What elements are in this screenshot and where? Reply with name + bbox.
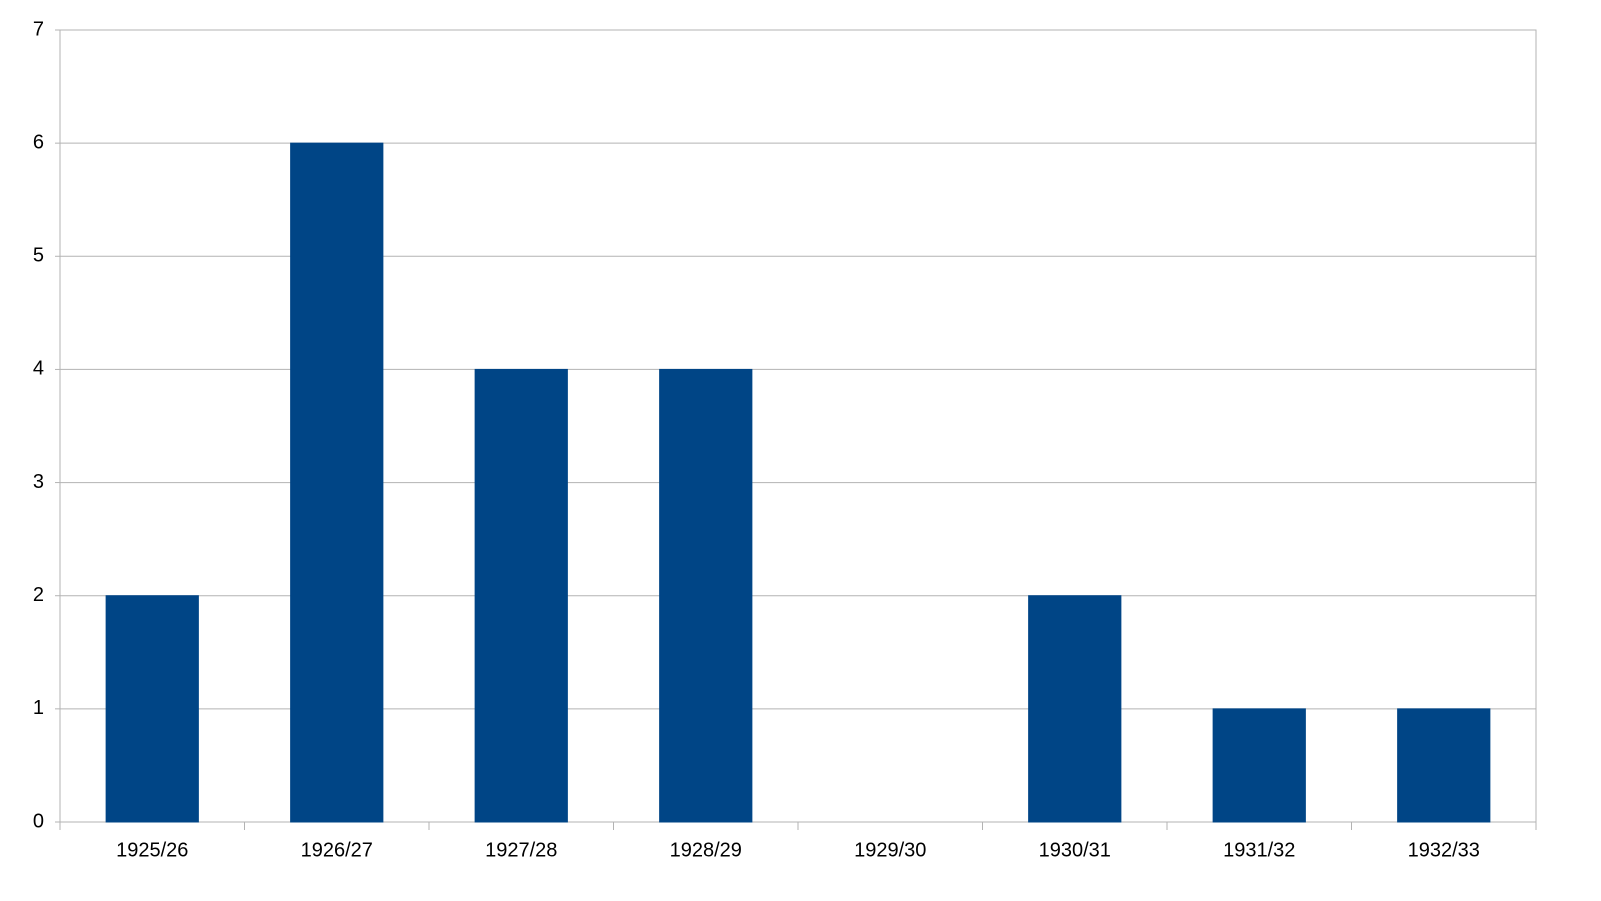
x-tick-label: 1931/32 xyxy=(1223,839,1295,861)
x-tick-label: 1928/29 xyxy=(670,839,742,861)
y-tick-label: 1 xyxy=(33,697,44,719)
y-tick-label: 2 xyxy=(33,584,44,606)
x-tick-label: 1932/33 xyxy=(1408,839,1480,861)
y-tick-label: 3 xyxy=(33,471,44,493)
bar xyxy=(474,368,568,823)
y-tick-label: 4 xyxy=(33,358,44,380)
x-tick-label: 1925/26 xyxy=(116,839,188,861)
y-tick-label: 5 xyxy=(33,245,44,267)
x-tick-label: 1929/30 xyxy=(854,839,926,861)
y-tick-label: 6 xyxy=(33,131,44,153)
bar xyxy=(1212,708,1306,823)
bar xyxy=(1397,708,1491,823)
bar xyxy=(290,142,384,823)
x-tick-label: 1930/31 xyxy=(1039,839,1111,861)
bar xyxy=(659,368,753,823)
bar xyxy=(105,595,199,823)
y-tick-label: 7 xyxy=(33,18,44,40)
plot-frame xyxy=(59,29,1537,823)
y-tick-label: 0 xyxy=(33,810,44,832)
bar xyxy=(1028,595,1122,823)
x-tick-label: 1927/28 xyxy=(485,839,557,861)
x-tick-label: 1926/27 xyxy=(301,839,373,861)
